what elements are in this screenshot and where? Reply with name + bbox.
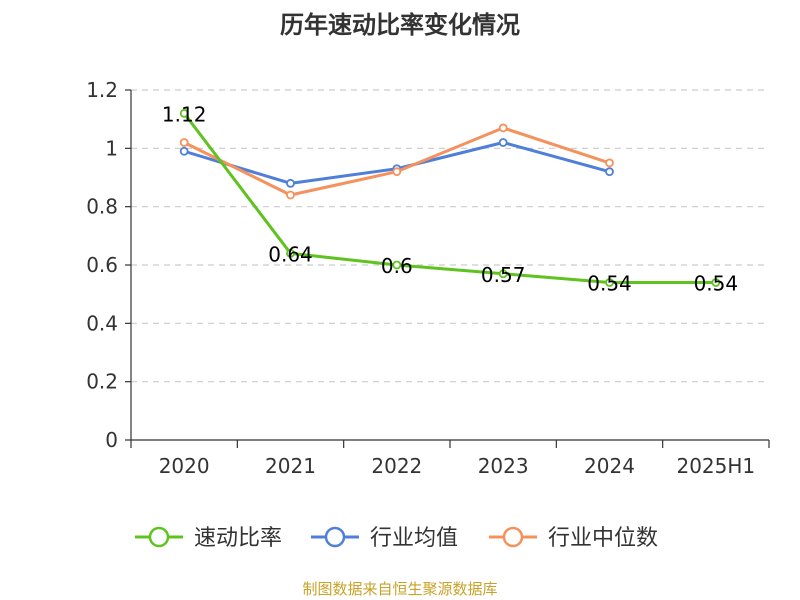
x-tick-label: 2023 xyxy=(478,454,529,478)
y-tick-label: 0.4 xyxy=(86,311,118,335)
data-point xyxy=(286,190,295,200)
x-tick-label: 2025H1 xyxy=(676,454,755,478)
data-point xyxy=(179,108,189,118)
y-tick-label: 0 xyxy=(105,428,118,452)
data-label: 0.54 xyxy=(587,272,632,296)
y-tick-label: 0.6 xyxy=(86,253,118,277)
legend: 速动比率 行业均值 行业中位数 xyxy=(135,526,658,551)
x-tick-label: 2021 xyxy=(265,454,316,478)
y-tick-label: 0.2 xyxy=(86,370,118,394)
x-tick-label: 2022 xyxy=(371,454,422,478)
data-point xyxy=(392,167,402,177)
series-line-1 xyxy=(182,112,716,284)
x-axis: 2020 2021 2022 2023 2024 2025H1 xyxy=(130,439,770,478)
data-label: 1.12 xyxy=(162,102,207,126)
y-tick-label: 1 xyxy=(105,136,118,160)
legend-marker xyxy=(148,526,170,548)
data-point xyxy=(286,178,295,188)
legend-label: 速动比率 xyxy=(194,526,282,551)
data-point xyxy=(711,278,721,287)
data-label: 0.57 xyxy=(481,263,526,287)
data-point xyxy=(605,167,614,177)
y-tick-label: 0.8 xyxy=(86,195,118,219)
chart-title: 历年速动比率变化情况 xyxy=(280,11,520,39)
legend-marker xyxy=(502,526,524,548)
y-tick-label: 1.2 xyxy=(86,78,118,102)
source-note: 制图数据来自恒生聚源数据库 xyxy=(302,580,497,598)
x-tick-label: 2024 xyxy=(584,454,635,478)
data-point xyxy=(498,269,508,279)
y-axis: 0 0.2 0.4 0.6 0.8 1 1.2 xyxy=(86,78,132,452)
data-point xyxy=(605,158,614,168)
series-line-3 xyxy=(183,126,610,197)
data-point xyxy=(605,278,614,287)
legend-marker xyxy=(324,526,346,548)
data-point xyxy=(392,260,402,270)
data-point xyxy=(498,123,508,133)
data-point xyxy=(286,248,295,258)
legend-label: 行业均值 xyxy=(370,526,458,551)
data-labels: 1.12 0.64 0.6 0.57 0.54 0.54 xyxy=(162,102,738,295)
series-layer xyxy=(179,108,721,287)
data-point xyxy=(179,138,189,147)
data-point xyxy=(179,146,189,156)
data-point xyxy=(498,138,508,147)
data-label: 0.64 xyxy=(268,242,313,266)
x-tick-label: 2020 xyxy=(159,454,210,478)
grid-lines xyxy=(131,89,769,383)
legend-label: 行业中位数 xyxy=(548,526,658,551)
data-label: 0.54 xyxy=(694,272,739,296)
data-label: 0.6 xyxy=(381,254,413,278)
